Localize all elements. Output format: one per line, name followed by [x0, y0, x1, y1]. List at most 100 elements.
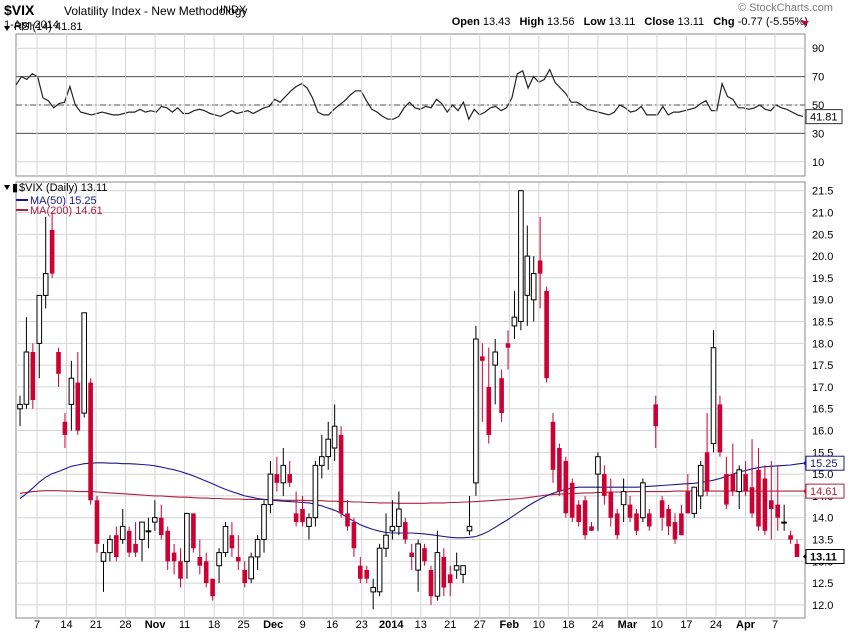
candle-down: [537, 260, 543, 274]
candle-down: [191, 513, 196, 549]
candle-down: [88, 382, 93, 501]
price-tick-label: 17.0: [812, 382, 833, 394]
candle-down: [794, 543, 800, 557]
candle-down: [743, 474, 748, 492]
candle-down: [679, 513, 684, 536]
x-axis-label: Mar: [618, 619, 638, 631]
candle-up: [492, 351, 498, 366]
price-tick-label: 12.5: [812, 578, 833, 590]
price-panel: [15, 181, 806, 619]
candle-down: [197, 557, 203, 566]
candle-down: [505, 343, 511, 348]
candle-down: [345, 513, 350, 527]
rsi-line: [15, 68, 804, 121]
candle-down: [236, 557, 241, 562]
candle-up: [107, 539, 113, 554]
candle-up: [222, 525, 229, 554]
candle-down: [114, 535, 119, 557]
candle-down: [557, 448, 562, 492]
candle-up: [152, 517, 158, 523]
candle-down: [133, 543, 138, 553]
candle-down: [576, 504, 581, 522]
candle-up: [460, 565, 466, 575]
candle-down: [274, 474, 280, 483]
ma200-line: [19, 490, 804, 504]
candle-down: [441, 557, 447, 588]
symbol-title: $VIX: [4, 2, 35, 18]
candle-down: [62, 421, 68, 435]
candle-up: [254, 539, 261, 558]
rsi-tick-label: 30: [812, 128, 824, 140]
candle-down: [480, 356, 485, 361]
candle-down: [486, 386, 492, 435]
candle-down: [634, 513, 639, 531]
x-axis-label: Apr: [736, 619, 756, 631]
candle-down: [775, 504, 780, 518]
ma200-value-badge-text: 14.61: [810, 486, 838, 498]
candle-up: [139, 521, 145, 540]
x-axis-label: 24: [710, 619, 722, 631]
x-axis-label: 9: [300, 619, 306, 631]
price-tick-label: 16.0: [812, 426, 833, 438]
candle-up: [434, 552, 441, 597]
x-axis-label: 24: [592, 619, 604, 631]
candle-up: [42, 273, 49, 296]
candle-up: [216, 552, 222, 567]
ma50-value-badge-text: 15.25: [810, 458, 838, 470]
ma50-line: [19, 462, 804, 539]
price-tick-label: 18.5: [812, 317, 833, 329]
price-tick-label: 16.5: [812, 404, 833, 416]
x-axis-label: 16: [326, 619, 338, 631]
ma200-legend-label: MA(200) 14.61: [30, 205, 103, 217]
candle-down: [608, 491, 614, 518]
x-axis-label: 10: [533, 619, 545, 631]
price-title: $VIX (Daily) 13.11: [19, 182, 107, 194]
candle-down: [49, 230, 55, 274]
price-tick-label: 20.5: [812, 229, 833, 241]
candle-up: [396, 508, 402, 527]
candle-up: [530, 273, 537, 301]
candle-down: [563, 461, 569, 514]
down-triangle-icon: [801, 21, 809, 26]
high-label: High: [519, 16, 544, 28]
candle-up: [319, 456, 325, 466]
candle-down: [293, 513, 299, 523]
high-value: 13.56: [546, 16, 575, 28]
price-legend-candle-icon: ▮: [12, 182, 18, 194]
x-axis-label: 27: [474, 619, 486, 631]
candle-up: [453, 565, 460, 571]
x-axis-label: 13: [415, 619, 427, 631]
rsi-title: RSI(14) 41.81: [14, 21, 82, 33]
candle-down: [178, 561, 183, 579]
candle-down: [171, 552, 177, 562]
rsi-value-badge-text: 41.81: [810, 112, 838, 124]
candle-up: [620, 491, 627, 506]
candle-down: [338, 434, 344, 514]
candle-down: [724, 474, 729, 505]
chg-value: -0.77 (-5.55%): [737, 16, 808, 28]
price-tick-label: 21.5: [812, 186, 833, 198]
price-tick-label: 15.0: [812, 469, 833, 481]
candle-down: [358, 565, 363, 579]
candle-down: [409, 552, 414, 557]
candle-down: [403, 522, 408, 540]
candle-down: [749, 487, 755, 514]
candle-down: [94, 500, 100, 544]
rsi-tick-label: 70: [812, 72, 824, 84]
candle-up: [466, 525, 473, 532]
low-label: Low: [583, 16, 606, 28]
candle-up: [312, 464, 319, 519]
price-tick-label: 19.5: [812, 273, 833, 285]
x-axis-label: 7: [772, 619, 778, 631]
candle-down: [351, 522, 357, 549]
candle-up: [331, 425, 338, 449]
rsi-tick-label: 90: [812, 43, 824, 55]
candle-up: [370, 587, 376, 593]
rsi-legend-triangle-icon: [4, 26, 10, 31]
candle-up: [119, 525, 126, 541]
candle-down: [756, 469, 761, 527]
x-axis-label: Nov: [145, 619, 167, 631]
close-value-badge-text: 13.11: [810, 552, 837, 564]
price-tick-label: 18.0: [812, 338, 833, 350]
candle-down: [659, 500, 665, 518]
